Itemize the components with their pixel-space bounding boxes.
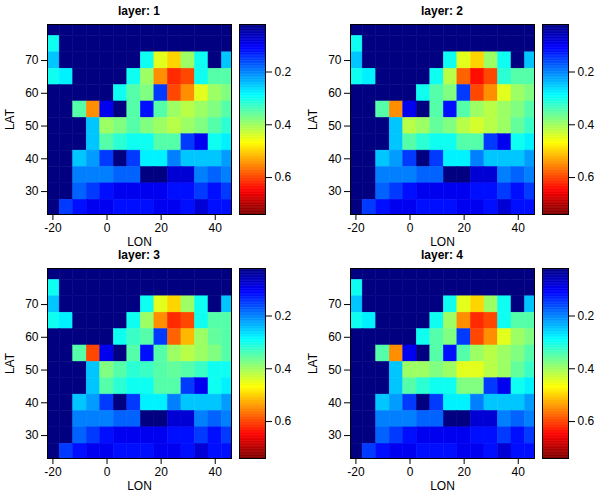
svg-text:20: 20 xyxy=(457,221,471,235)
svg-text:30: 30 xyxy=(328,184,342,198)
svg-text:20: 20 xyxy=(154,465,168,479)
svg-text:-20: -20 xyxy=(347,465,365,479)
svg-text:LAT: LAT xyxy=(306,108,320,130)
svg-text:20: 20 xyxy=(457,465,471,479)
svg-text:0.6: 0.6 xyxy=(275,414,292,428)
svg-text:70: 70 xyxy=(25,297,39,311)
svg-text:40: 40 xyxy=(328,396,342,410)
svg-text:0.4: 0.4 xyxy=(275,362,292,376)
svg-text:LAT: LAT xyxy=(306,352,320,374)
svg-text:60: 60 xyxy=(328,86,342,100)
svg-text:50: 50 xyxy=(328,119,342,133)
svg-text:0: 0 xyxy=(104,465,111,479)
svg-text:60: 60 xyxy=(25,330,39,344)
svg-text:-20: -20 xyxy=(347,221,365,235)
svg-text:30: 30 xyxy=(25,428,39,442)
svg-text:0.2: 0.2 xyxy=(275,65,292,79)
svg-text:30: 30 xyxy=(328,428,342,442)
svg-text:40: 40 xyxy=(328,152,342,166)
svg-text:0.4: 0.4 xyxy=(275,118,292,132)
svg-text:LON: LON xyxy=(127,479,152,493)
svg-text:0.6: 0.6 xyxy=(578,170,595,184)
svg-text:50: 50 xyxy=(25,363,39,377)
svg-text:0.4: 0.4 xyxy=(578,362,595,376)
svg-text:70: 70 xyxy=(25,53,39,67)
svg-text:50: 50 xyxy=(25,119,39,133)
svg-text:0.6: 0.6 xyxy=(275,170,292,184)
svg-text:40: 40 xyxy=(25,152,39,166)
svg-text:-20: -20 xyxy=(44,221,62,235)
svg-text:LON: LON xyxy=(430,235,455,249)
svg-text:70: 70 xyxy=(328,297,342,311)
svg-text:LON: LON xyxy=(127,235,152,249)
html-text:layer: 3: layer: 3 xyxy=(118,248,160,262)
svg-text:0.2: 0.2 xyxy=(578,309,595,323)
svg-text:0: 0 xyxy=(104,221,111,235)
svg-text:LAT: LAT xyxy=(3,352,17,374)
svg-text:40: 40 xyxy=(512,221,526,235)
svg-text:60: 60 xyxy=(25,86,39,100)
svg-text:70: 70 xyxy=(328,53,342,67)
svg-text:40: 40 xyxy=(512,465,526,479)
svg-text:40: 40 xyxy=(25,396,39,410)
svg-text:0: 0 xyxy=(407,221,414,235)
svg-text:60: 60 xyxy=(328,330,342,344)
svg-text:-20: -20 xyxy=(44,465,62,479)
svg-text:0.2: 0.2 xyxy=(578,65,595,79)
html-text:layer: 1: layer: 1 xyxy=(118,4,160,18)
svg-text:50: 50 xyxy=(328,363,342,377)
svg-text:0.2: 0.2 xyxy=(275,309,292,323)
svg-text:LON: LON xyxy=(430,479,455,493)
svg-text:20: 20 xyxy=(154,221,168,235)
html-text:layer: 4: layer: 4 xyxy=(421,248,463,262)
svg-text:LAT: LAT xyxy=(3,108,17,130)
svg-text:40: 40 xyxy=(209,221,223,235)
html-text:layer: 2: layer: 2 xyxy=(421,4,463,18)
svg-text:0.4: 0.4 xyxy=(578,118,595,132)
svg-text:0: 0 xyxy=(407,465,414,479)
svg-text:30: 30 xyxy=(25,184,39,198)
svg-text:40: 40 xyxy=(209,465,223,479)
svg-text:0.6: 0.6 xyxy=(578,414,595,428)
